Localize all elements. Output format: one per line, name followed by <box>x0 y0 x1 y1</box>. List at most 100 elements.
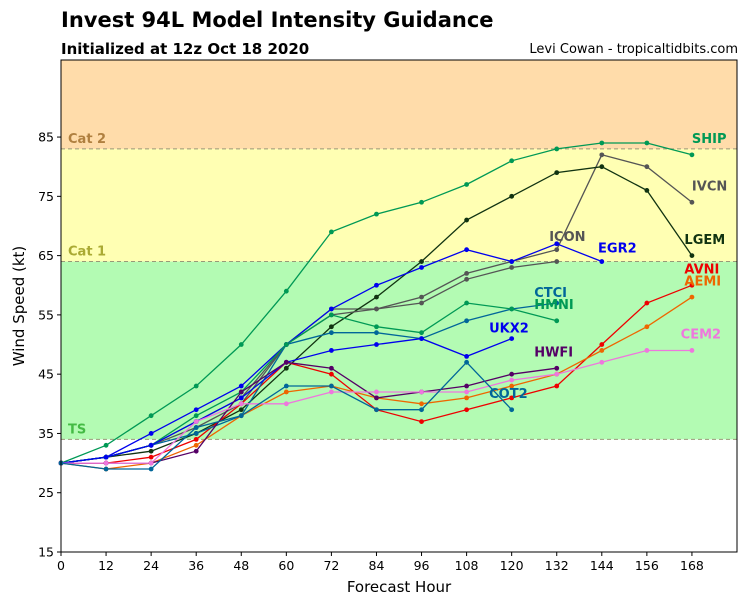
point-cem2-108 <box>464 389 469 395</box>
point-hmni-132 <box>554 318 560 324</box>
series-label-icon: ICON <box>549 230 585 245</box>
point-ukx2-96 <box>419 336 424 342</box>
point-lgem-168 <box>689 253 695 259</box>
series-label-avni: AVNI <box>684 262 719 277</box>
band-label-ts: TS <box>68 422 86 437</box>
point-cem2-72 <box>329 389 334 395</box>
category-labels: TS Cat 1 Cat 2 <box>68 132 106 437</box>
point-egr2-144 <box>599 259 605 264</box>
category-bands <box>61 60 737 440</box>
point-egr2-84 <box>374 282 379 288</box>
point-ctci-132 <box>554 300 560 306</box>
point-hwfi-48 <box>238 389 244 395</box>
point-egr2-96 <box>419 265 424 270</box>
series-label-ship: SHIP <box>692 132 727 147</box>
point-lgem-108 <box>464 217 469 223</box>
series-label-hwfi: HWFI <box>534 345 573 360</box>
point-cem2-24 <box>148 460 154 466</box>
point-cem2-156 <box>644 348 650 353</box>
point-ivcn-156 <box>644 164 650 170</box>
point-ctci-36 <box>193 431 199 436</box>
x-tick-label-60: 60 <box>278 558 294 573</box>
series-points <box>58 140 695 472</box>
point-hwfi-120 <box>509 371 515 377</box>
series-label-ukx2: UKX2 <box>489 322 529 337</box>
point-icon-84 <box>374 306 379 312</box>
point-aemi-144 <box>599 348 605 353</box>
point-ship-36 <box>193 383 199 389</box>
x-tick-label-132: 132 <box>545 558 569 573</box>
x-tick-label-108: 108 <box>455 558 479 573</box>
point-aemi-60 <box>283 389 289 395</box>
point-avni-24 <box>148 454 154 460</box>
point-hwfi-84 <box>374 395 379 401</box>
series-label-egr2: EGR2 <box>598 242 637 257</box>
point-lgem-84 <box>374 294 379 300</box>
series-label-aemi: AEMI <box>684 274 721 289</box>
point-ship-12 <box>103 442 109 448</box>
point-avni-36 <box>193 436 199 442</box>
point-avni-132 <box>554 383 560 389</box>
series-label-cem2: CEM2 <box>681 328 721 343</box>
point-ship-84 <box>374 211 379 217</box>
x-tick-label-12: 12 <box>98 558 114 573</box>
y-axis-label: Wind Speed (kt) <box>10 246 28 367</box>
point-cem2-96 <box>419 389 424 395</box>
point-cem2-132 <box>554 371 560 377</box>
point-avni-156 <box>644 300 650 306</box>
point-hmni-60 <box>283 342 289 347</box>
series-label-ctci: CTCI <box>534 286 567 301</box>
point-avni-144 <box>599 342 605 347</box>
point-cot2-120 <box>509 407 515 413</box>
point-ukx2-48 <box>238 395 244 401</box>
point-lgem-144 <box>599 164 605 170</box>
point-avni-120 <box>509 395 515 401</box>
point-hmni-72 <box>329 312 334 318</box>
point-ukx2-120 <box>509 336 515 342</box>
point-ivcn-168 <box>689 199 695 205</box>
y-tick-label-45: 45 <box>38 367 54 382</box>
point-ivcn-132 <box>554 247 560 253</box>
x-tick-label-120: 120 <box>500 558 524 573</box>
point-icon-108 <box>464 276 469 282</box>
y-axis-ticks: 15 25 35 45 55 65 75 85 <box>38 130 61 560</box>
point-cot2-24 <box>148 466 154 472</box>
point-ship-60 <box>283 288 289 294</box>
chart-title: Invest 94L Model Intensity Guidance <box>61 8 494 32</box>
x-tick-label-96: 96 <box>414 558 430 573</box>
series-label-lgem: LGEM <box>684 233 725 248</box>
band-label-cat-1: Cat 1 <box>68 245 106 260</box>
point-hwfi-36 <box>193 448 199 454</box>
point-cem2-120 <box>509 377 515 383</box>
point-ivcn-144 <box>599 152 605 158</box>
point-lgem-96 <box>419 259 424 264</box>
point-egr2-108 <box>464 247 469 253</box>
y-tick-label-25: 25 <box>38 485 54 500</box>
y-tick-label-65: 65 <box>38 248 54 263</box>
point-cot2-12 <box>103 466 109 472</box>
point-cem2-36 <box>193 419 199 424</box>
point-ship-144 <box>599 140 605 146</box>
point-avni-72 <box>329 371 334 377</box>
point-hwfi-132 <box>554 365 560 371</box>
x-tick-label-36: 36 <box>188 558 204 573</box>
point-icon-120 <box>509 265 515 270</box>
point-hwfi-72 <box>329 365 334 371</box>
band-cat-1 <box>61 148 737 262</box>
point-ukx2-12 <box>103 454 109 460</box>
point-ukx2-24 <box>148 442 154 448</box>
point-icon-132 <box>554 259 560 264</box>
x-tick-label-0: 0 <box>57 558 65 573</box>
x-tick-label-84: 84 <box>369 558 385 573</box>
chart-subtitle: Initialized at 12z Oct 18 2020 <box>61 40 310 58</box>
x-tick-label-156: 156 <box>635 558 659 573</box>
series-label-cot2: COT2 <box>489 387 528 402</box>
point-aemi-168 <box>689 294 695 300</box>
point-aemi-36 <box>193 442 199 448</box>
point-cem2-168 <box>689 348 695 353</box>
y-tick-label-35: 35 <box>38 426 54 441</box>
point-ukx2-84 <box>374 342 379 347</box>
point-cot2-72 <box>329 383 334 389</box>
point-ship-132 <box>554 146 560 152</box>
